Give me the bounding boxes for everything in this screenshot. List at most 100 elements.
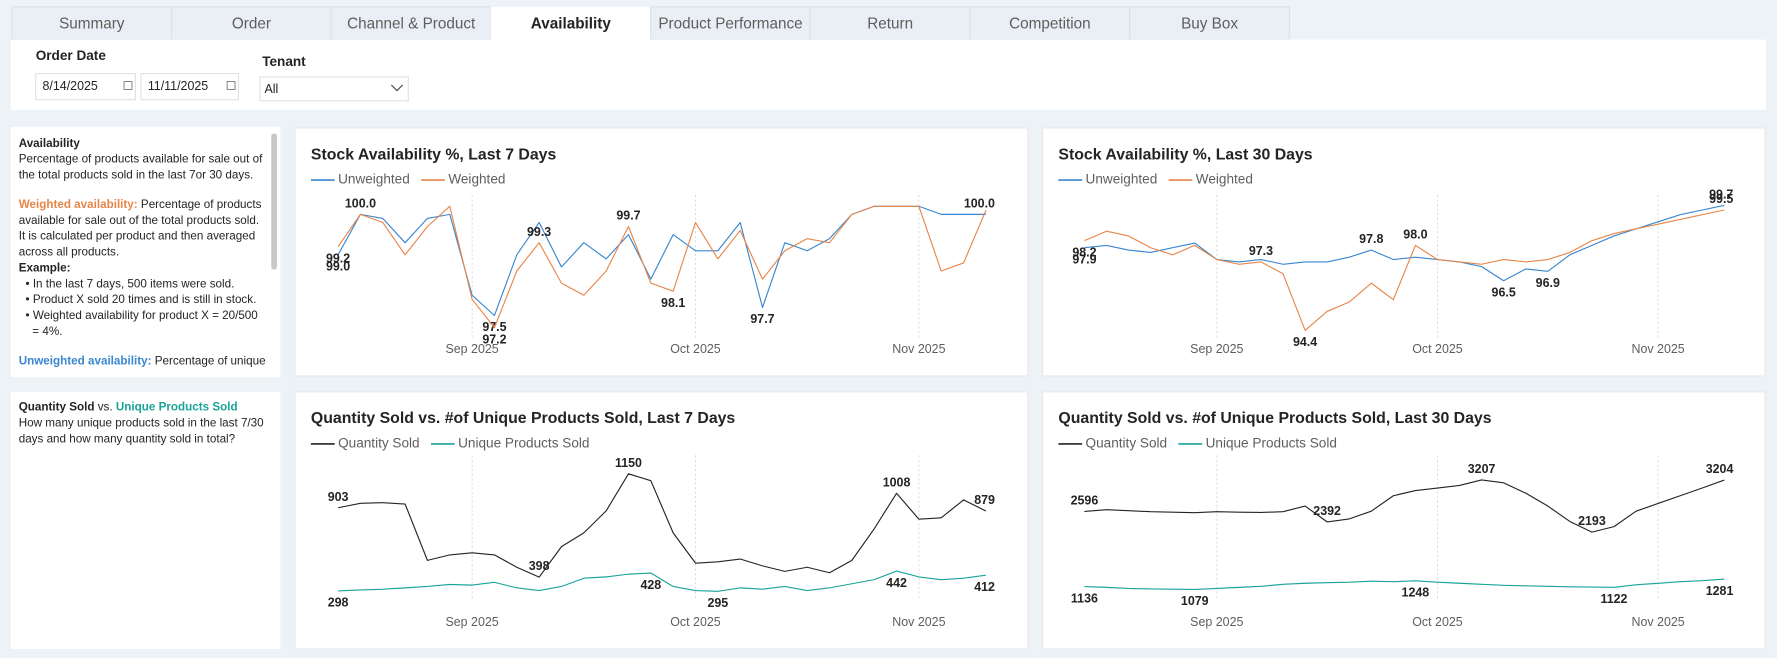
data-label: 879 <box>974 493 995 507</box>
info-line: across all products. <box>19 246 119 259</box>
filter-label: Order Date <box>36 48 107 63</box>
data-label: 298 <box>328 596 349 610</box>
tab-label[interactable]: Buy Box <box>1181 15 1238 32</box>
info-line: Weighted availability: Percentage of pro… <box>19 198 262 211</box>
info-text: Weighted availability: <box>19 198 138 211</box>
chart-title: Quantity Sold vs. #of Unique Products So… <box>311 410 736 427</box>
series-line <box>337 473 987 578</box>
info-text: • Product X sold 20 times and is still i… <box>26 293 257 306</box>
info-line: • Weighted availability for product X = … <box>26 309 259 322</box>
data-label: 99.3 <box>527 225 551 239</box>
info-panel <box>10 126 281 378</box>
info-line: available for sale out of the total prod… <box>19 214 259 227</box>
info-line: = 4%. <box>32 325 62 338</box>
legend-label: Unweighted <box>1086 172 1158 187</box>
data-label: 1136 <box>1071 591 1098 605</box>
x-tick-label: Sep 2025 <box>445 615 498 629</box>
data-label: 1122 <box>1600 592 1627 606</box>
info-line: the total products sold in the last 7or … <box>19 169 254 182</box>
calendar-icon[interactable] <box>123 81 133 90</box>
data-label: 1008 <box>883 475 911 489</box>
info-line: • In the last 7 days, 500 items were sol… <box>26 277 235 290</box>
info-text: vs. <box>94 401 115 414</box>
x-tick-label: Nov 2025 <box>892 615 945 629</box>
data-label: 412 <box>974 580 995 594</box>
tab[interactable] <box>650 6 811 41</box>
data-label: 99.0 <box>326 260 350 274</box>
tab-label[interactable]: Channel & Product <box>347 15 476 32</box>
tab-label[interactable]: Availability <box>531 15 612 32</box>
tab[interactable] <box>969 6 1131 41</box>
tab[interactable] <box>490 6 651 40</box>
tab-label[interactable]: Competition <box>1009 15 1090 32</box>
info-line: Quantity Sold vs. Unique Products Sold <box>19 401 238 414</box>
info-text: It is calculated per product and then av… <box>19 230 256 243</box>
tab[interactable] <box>11 6 173 41</box>
legend-label: Quantity Sold <box>1086 436 1168 451</box>
date-start[interactable]: 8/14/2025 <box>43 79 98 93</box>
legend-label: Unique Products Sold <box>1206 436 1337 451</box>
x-tick-label: Oct 2025 <box>670 615 721 629</box>
chart-panel <box>294 391 1029 650</box>
data-label: 97.3 <box>1249 244 1273 258</box>
legend-label: Weighted <box>448 172 505 187</box>
x-tick-label: Oct 2025 <box>1412 615 1463 629</box>
date-end[interactable]: 11/11/2025 <box>148 79 208 93</box>
data-label: 3204 <box>1706 462 1734 476</box>
dropdown-value[interactable]: All <box>264 82 278 96</box>
scrollbar[interactable] <box>271 133 277 270</box>
chart-title: Stock Availability %, Last 30 Days <box>1058 146 1312 163</box>
date-input[interactable] <box>35 73 136 101</box>
tab-label[interactable]: Summary <box>59 15 125 32</box>
chart-panel <box>294 127 1029 377</box>
data-label: 295 <box>707 596 728 610</box>
dropdown[interactable] <box>259 76 409 102</box>
info-line: days and how many quantity sold in total… <box>19 432 236 445</box>
data-label: 96.9 <box>1536 276 1560 290</box>
info-line: How many unique products sold in the las… <box>19 417 264 430</box>
tab-label[interactable]: Product Performance <box>658 15 802 32</box>
tab-label[interactable]: Return <box>867 15 913 32</box>
chart-title: Stock Availability %, Last 7 Days <box>311 146 557 163</box>
series-line <box>1084 479 1725 533</box>
info-line: It is calculated per product and then av… <box>19 230 256 243</box>
series-line <box>1084 209 1725 331</box>
info-text: Unique Products Sold <box>116 401 238 414</box>
date-input[interactable] <box>140 73 239 101</box>
info-text: Unweighted availability: <box>19 354 152 367</box>
info-text: How many unique products sold in the las… <box>19 417 264 430</box>
x-tick-label: Oct 2025 <box>670 342 721 356</box>
tab[interactable] <box>1129 6 1290 41</box>
series-line <box>338 570 986 592</box>
data-label: 98.2 <box>1072 245 1096 259</box>
data-label: 97.8 <box>1359 232 1383 246</box>
data-label: 903 <box>328 490 349 504</box>
x-tick-label: Nov 2025 <box>1631 342 1684 356</box>
x-tick-label: Nov 2025 <box>892 342 945 356</box>
data-label: 2193 <box>1578 514 1606 528</box>
chart-title: Quantity Sold vs. #of Unique Products So… <box>1058 410 1491 427</box>
data-label: 97.2 <box>482 332 506 346</box>
info-text: • In the last 7 days, 500 items were sol… <box>26 277 235 290</box>
legend-label: Unweighted <box>338 172 410 187</box>
tab[interactable] <box>171 6 332 41</box>
tab-label[interactable]: Order <box>232 15 271 32</box>
legend-label: Unique Products Sold <box>458 436 589 451</box>
data-label: 97.9 <box>1072 252 1096 266</box>
series-line <box>1084 204 1725 282</box>
data-label: 98.0 <box>1403 227 1427 241</box>
filter-label: Tenant <box>262 54 306 69</box>
tab[interactable] <box>809 6 971 41</box>
data-label: 1248 <box>1402 586 1430 600</box>
calendar-icon[interactable] <box>226 81 236 90</box>
info-line: Availability <box>19 137 81 150</box>
data-label: 2596 <box>1071 493 1099 507</box>
data-label: 1079 <box>1181 594 1209 608</box>
data-label: 1281 <box>1706 584 1734 598</box>
tab[interactable] <box>330 6 492 41</box>
info-text: Percentage of products available for sal… <box>19 153 263 166</box>
chevron[interactable] <box>390 84 404 92</box>
info-text: across all products. <box>19 246 119 259</box>
data-label: 398 <box>529 559 550 573</box>
